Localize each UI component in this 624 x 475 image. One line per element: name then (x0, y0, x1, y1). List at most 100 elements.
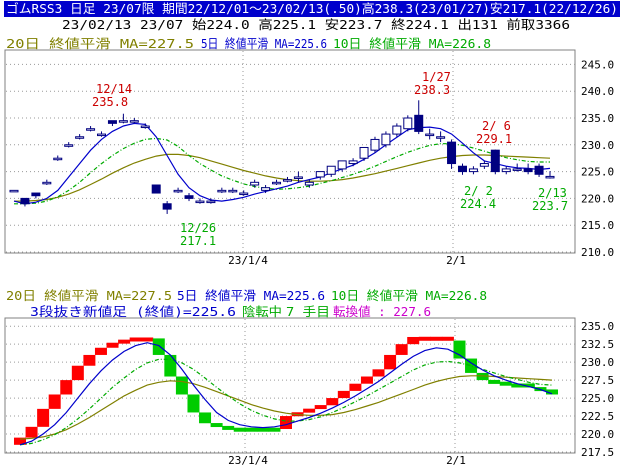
annot-1226-value: 217.1 (180, 234, 216, 248)
candle (359, 146, 369, 159)
tlb-brick (187, 394, 200, 413)
candle-grid (6, 51, 575, 253)
candle (261, 187, 271, 191)
tlb-brick (395, 344, 408, 355)
annot-127-value: 238.3 (414, 83, 450, 97)
tlb-brick (488, 379, 501, 384)
tlb-brick (384, 354, 397, 370)
ma10-line (19, 358, 553, 446)
tlb-x-axis: 23/1/4 2/1 (228, 454, 466, 467)
candle (118, 120, 128, 123)
candle (129, 120, 139, 123)
candle (490, 149, 500, 173)
y-tick-label: 227.5 (581, 374, 614, 387)
tlb-brick (465, 358, 478, 373)
candle (545, 175, 555, 179)
candle (31, 192, 41, 197)
tlb-brick (349, 383, 362, 391)
candle (195, 200, 205, 204)
candle (523, 168, 533, 173)
candle (107, 120, 117, 124)
candle (75, 136, 85, 139)
tlb-brick (418, 336, 431, 341)
candle (239, 192, 249, 196)
tlb-brick (175, 376, 188, 395)
ohlc-summary: 23/02/13 23/07 始224.0 高225.1 安223.7 終224… (62, 17, 570, 32)
ma20-line (19, 375, 553, 440)
x-tick-label: 23/1/4 (228, 454, 268, 467)
tlb-brick (25, 426, 38, 438)
tlb-brick (129, 337, 142, 342)
tlb-brick (303, 408, 316, 413)
tlb-brick (326, 398, 339, 406)
annot-22-date: 2/ 2 (464, 184, 493, 198)
tlb-brick (118, 339, 131, 344)
annot-1214-value: 235.8 (92, 95, 128, 109)
tlb-brick (476, 372, 489, 381)
tlb-moving-averages (19, 342, 553, 446)
top-legend-ma10: 10日 終値平滑 MA=226.8 (333, 36, 491, 51)
candle-y-axis: 210.0 215.0 220.0 225.0 230.0 235.0 240.0 245.0 (581, 58, 614, 259)
candle (457, 165, 467, 173)
tlb-brick (152, 338, 165, 355)
candle (64, 144, 74, 147)
tlb-brick (314, 405, 327, 410)
y-tick-label: 245.0 (581, 58, 614, 71)
y-tick-label: 240.0 (581, 85, 614, 98)
candle (468, 168, 478, 173)
candle (184, 195, 194, 199)
candle (381, 133, 391, 146)
candle (479, 163, 489, 167)
annot-213-date: 2/13 (538, 186, 567, 200)
candle-panel: 210.0 215.0 220.0 225.0 230.0 235.0 240.0 245.0… (4, 49, 614, 267)
tlb-brick (245, 427, 258, 432)
tlb-brick (280, 416, 292, 429)
x-tick-label: 2/1 (446, 454, 466, 467)
candle (501, 168, 511, 173)
y-tick-label: 230.0 (581, 139, 614, 152)
x-tick-label: 2/1 (446, 254, 466, 267)
candle (173, 189, 183, 193)
candle (337, 160, 347, 170)
annot-22-value: 224.4 (460, 197, 496, 211)
annot-1226-date: 12/26 (180, 221, 216, 235)
annot-26-value: 229.1 (476, 132, 512, 146)
candle (326, 165, 336, 175)
ma5-line (13, 122, 551, 205)
candle (315, 171, 325, 178)
tlb-brick (210, 423, 223, 428)
tlb-state: 陰転中 (242, 304, 282, 319)
tlb-brick (164, 354, 177, 377)
tlb-brick (222, 425, 235, 430)
tlb-brick (37, 408, 50, 427)
tlb-brick (522, 383, 535, 388)
annot-26-date: 2/ 6 (482, 119, 511, 133)
candle-series (9, 100, 555, 214)
candle (217, 189, 227, 193)
y-tick-label: 225.0 (581, 392, 614, 405)
y-tick-label: 220.0 (581, 192, 614, 205)
tlb-brick (407, 336, 420, 345)
candle (151, 184, 161, 194)
tlb-move-count: 7 手目 (286, 304, 330, 319)
tlb-panel-frame (4, 317, 576, 454)
ma20-line (14, 153, 551, 202)
tlb-brick (106, 342, 119, 348)
y-tick-label: 235.0 (581, 112, 614, 125)
tlb-brick (83, 354, 96, 366)
tlb-brick (546, 389, 558, 395)
tlb-brick (60, 380, 73, 395)
candle-x-axis: 23/1/4 2/1 (228, 254, 466, 267)
tlb-brick (268, 427, 281, 432)
tlb-brick (499, 381, 512, 386)
candle (53, 157, 63, 161)
y-tick-label: 217.5 (581, 446, 614, 459)
tlb-brick (48, 394, 61, 409)
top-legend-ma5: 5日 終値平滑 MA=225.6 (201, 36, 327, 51)
tlb-brick (14, 437, 26, 445)
ma5-line (19, 342, 553, 446)
y-tick-label: 210.0 (581, 246, 614, 259)
candle (348, 160, 358, 165)
candle (293, 176, 303, 179)
y-tick-label: 232.5 (581, 338, 614, 351)
